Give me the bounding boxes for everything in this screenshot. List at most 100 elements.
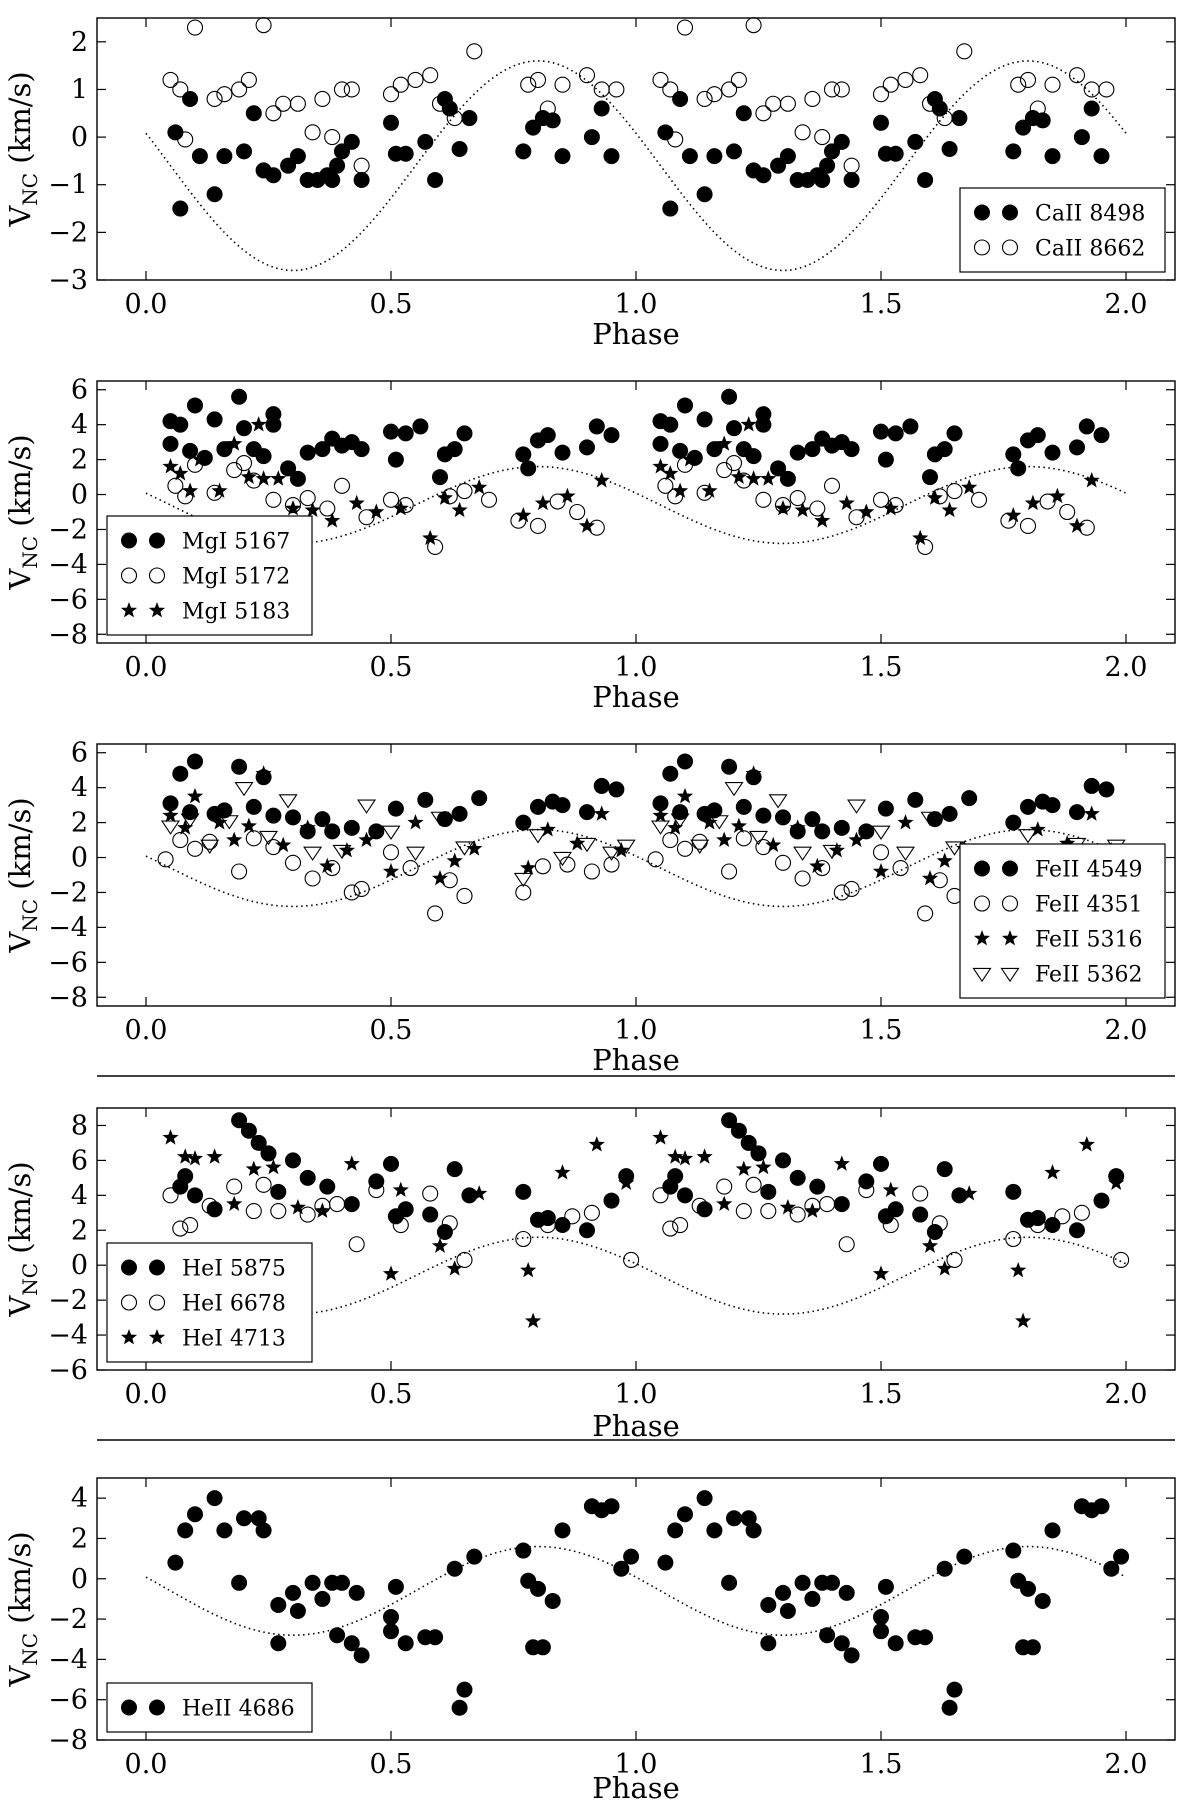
data-point: [299, 444, 316, 461]
data-point: [427, 1629, 444, 1646]
data-point: [255, 448, 272, 465]
data-point: [887, 1201, 904, 1218]
data-point: [265, 839, 282, 856]
data-point: [1010, 76, 1027, 93]
data-point: [422, 529, 439, 546]
data-point: [676, 19, 694, 36]
data-point: [226, 1178, 243, 1195]
data-point: [936, 852, 953, 868]
data-point: [206, 90, 223, 108]
data-point: [755, 1158, 772, 1175]
data-point: [422, 67, 439, 84]
data-point: [240, 71, 257, 88]
data-point: [858, 823, 875, 840]
data-point: [770, 460, 787, 477]
legend: HeII 4686: [106, 1682, 313, 1733]
data-point: [1068, 67, 1086, 84]
data-point: [265, 416, 282, 433]
data-point: [709, 815, 729, 830]
data-point: [775, 1152, 791, 1169]
data-point: [721, 81, 738, 98]
data-point: [843, 1647, 860, 1664]
data-point: [882, 500, 899, 516]
data-point: [1044, 1522, 1061, 1539]
data-point: [593, 805, 610, 821]
data-point: [696, 186, 713, 203]
data-point: [182, 1216, 199, 1234]
data-point: [245, 830, 262, 847]
data-point: [456, 482, 473, 500]
data-point: [544, 1592, 561, 1609]
data-point: [662, 416, 679, 433]
data-point: [1005, 143, 1022, 160]
data-point: [740, 416, 757, 432]
data-point: [289, 95, 306, 112]
data-point: [427, 905, 444, 922]
data-point: [431, 95, 449, 112]
data-point: [779, 470, 796, 487]
data-point: [877, 451, 894, 468]
data-point: [417, 133, 434, 150]
y-axis-label: VNC (km/s): [3, 434, 42, 590]
x-tick-label: 2.0: [1105, 289, 1148, 320]
data-point: [603, 427, 620, 444]
legend-label: HeI 6678: [182, 1292, 286, 1317]
data-point: [270, 1183, 287, 1200]
data-point: [672, 90, 689, 107]
data-point: [789, 1169, 806, 1186]
data-point: [319, 1178, 336, 1195]
data-point: [936, 441, 953, 458]
data-point: [613, 842, 630, 858]
data-point: [652, 1187, 669, 1204]
data-point: [226, 435, 243, 451]
data-point: [765, 95, 782, 112]
data-point: [332, 844, 352, 860]
x-tick-label: 1.0: [615, 1015, 658, 1046]
data-point: [670, 813, 690, 828]
data-point: [833, 133, 850, 150]
data-point: [456, 1251, 473, 1269]
x-axis-label: Phase: [592, 680, 680, 714]
data-point: [677, 1187, 693, 1204]
legend-marker: [148, 567, 166, 584]
data-point: [1059, 503, 1076, 521]
data-point: [583, 129, 600, 146]
data-point: [623, 1251, 640, 1269]
legend-marker: [148, 602, 166, 618]
data-point: [583, 1204, 600, 1221]
data-point: [1024, 494, 1041, 511]
data-point: [887, 145, 904, 162]
data-point: [191, 451, 208, 467]
data-point: [873, 1623, 889, 1640]
data-point: [177, 1522, 194, 1539]
data-point: [471, 1185, 488, 1201]
data-point: [554, 444, 571, 461]
data-point: [588, 1136, 605, 1152]
data-point: [701, 482, 718, 498]
data-point: [1044, 76, 1061, 93]
data-point: [1015, 1312, 1032, 1328]
data-point: [872, 491, 890, 508]
data-point: [520, 859, 537, 875]
data-point: [187, 1506, 203, 1523]
data-point: [353, 880, 370, 898]
data-point: [745, 470, 762, 486]
data-point: [314, 90, 331, 108]
data-point: [822, 844, 842, 860]
data-point: [353, 441, 370, 458]
data-point: [1093, 1498, 1110, 1515]
data-point: [383, 1155, 399, 1172]
series-1: [172, 1112, 1125, 1241]
data-point: [921, 95, 939, 112]
data-point: [740, 1134, 757, 1151]
data-point: [446, 1560, 463, 1577]
data-point: [1019, 517, 1037, 535]
data-point: [721, 863, 738, 880]
y-tick-label: −8: [48, 1725, 88, 1756]
data-point: [289, 1199, 306, 1215]
data-point: [843, 157, 860, 174]
data-point: [873, 114, 889, 131]
x-tick-label: 1.0: [615, 1379, 658, 1410]
data-point: [828, 842, 845, 858]
x-tick-label: 0.0: [125, 1749, 168, 1780]
